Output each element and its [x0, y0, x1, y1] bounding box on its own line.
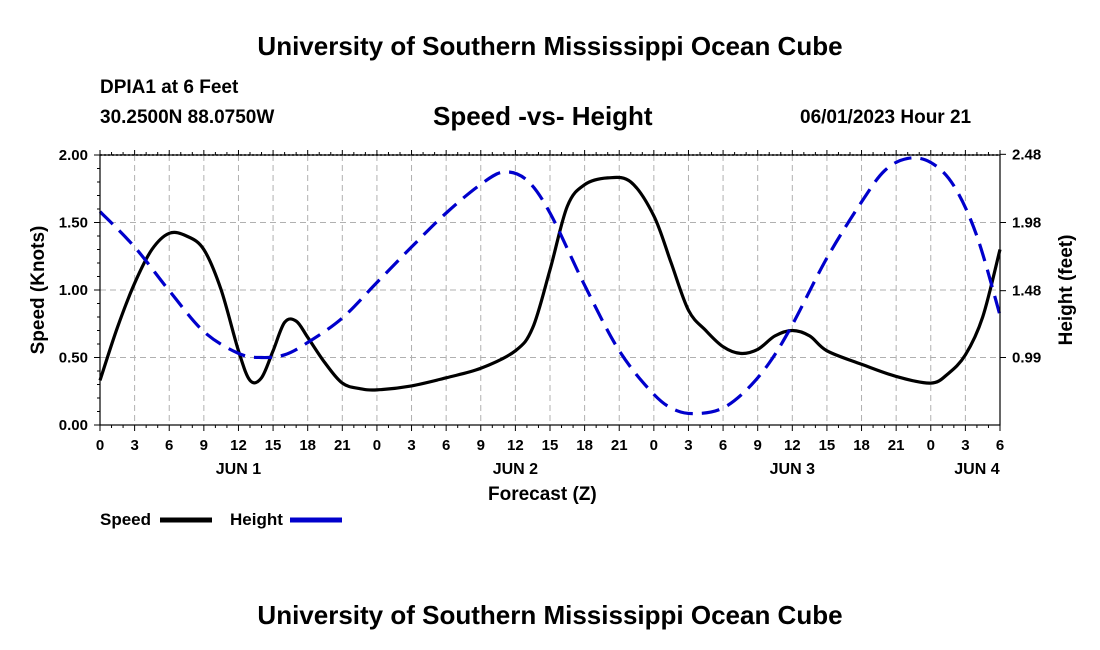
x-tick-label: 6	[996, 437, 1004, 454]
x-tick-label: 9	[754, 437, 762, 454]
x-tick-label: 18	[853, 437, 870, 454]
x-tick-label: 0	[650, 437, 658, 454]
x-tick-label: 12	[784, 437, 801, 454]
x-tick-label: 3	[684, 437, 692, 454]
datetime-label: 06/01/2023 Hour 21	[800, 107, 972, 128]
series-layer	[98, 156, 1002, 416]
x-tick-label: 21	[334, 437, 351, 454]
x-tick-label: 6	[719, 437, 727, 454]
x-tick-label: 15	[265, 437, 282, 454]
x-tick-label: 12	[507, 437, 524, 454]
x-tick-label: 6	[165, 437, 173, 454]
x-tick-label: 0	[927, 437, 935, 454]
coordinates-label: 30.2500N 88.0750W	[100, 107, 275, 128]
x-tick-label: 6	[442, 437, 450, 454]
y-right-tick-label: 2.48	[1012, 146, 1041, 163]
y-left-tick-label: 0.50	[59, 350, 88, 367]
x-tick-label: 3	[961, 437, 969, 454]
x-tick-label: 21	[611, 437, 628, 454]
page-title: University of Southern Mississippi Ocean…	[257, 31, 843, 61]
x-tick-label: 9	[477, 437, 485, 454]
legend-speed-label: Speed	[100, 510, 152, 529]
x-tick-label: 15	[542, 437, 559, 454]
x-tick-label: 3	[407, 437, 415, 454]
y-right-tick-label: 1.98	[1012, 215, 1041, 232]
y-left-tick-label: 1.50	[59, 215, 88, 232]
station-label: DPIA1 at 6 Feet	[100, 77, 239, 98]
x-tick-label: 9	[200, 437, 208, 454]
x-tick-label: 21	[888, 437, 905, 454]
footer-title: University of Southern Mississippi Ocean…	[257, 600, 843, 630]
y-right-tick-label: 1.48	[1012, 283, 1041, 300]
day-label: JUN 2	[493, 461, 538, 478]
y-left-tick-label: 0.00	[59, 417, 88, 434]
y-left-tick-label: 2.00	[59, 147, 88, 164]
x-tick-label: 12	[230, 437, 247, 454]
y-left-tick-label: 1.00	[59, 282, 88, 299]
series-line-height	[98, 156, 1002, 416]
y-axis-right-label: Height (feet)	[1056, 235, 1077, 346]
x-tick-label: 18	[299, 437, 316, 454]
day-label: JUN 1	[216, 461, 261, 478]
series-line-speed	[98, 175, 1002, 392]
chart-title: Speed -vs- Height	[433, 101, 653, 131]
x-tick-label: 0	[373, 437, 381, 454]
legend-height-label: Height	[230, 510, 283, 529]
x-tick-label: 18	[576, 437, 593, 454]
y-axis-left-label: Speed (Knots)	[28, 226, 49, 355]
x-tick-label: 3	[130, 437, 138, 454]
day-label: JUN 3	[770, 461, 815, 478]
y-right-tick-label: 0.99	[1012, 350, 1041, 367]
day-label: JUN 4	[954, 461, 999, 478]
x-tick-label: 0	[96, 437, 104, 454]
x-tick-label: 15	[819, 437, 836, 454]
x-axis-label: Forecast (Z)	[488, 484, 597, 505]
axes: 0 3 6 9 12 15 18 21 0 3 6 9 12 15 18 21 0 3 6 9 12 15 18 21 0 3 6 J…	[59, 146, 1041, 478]
